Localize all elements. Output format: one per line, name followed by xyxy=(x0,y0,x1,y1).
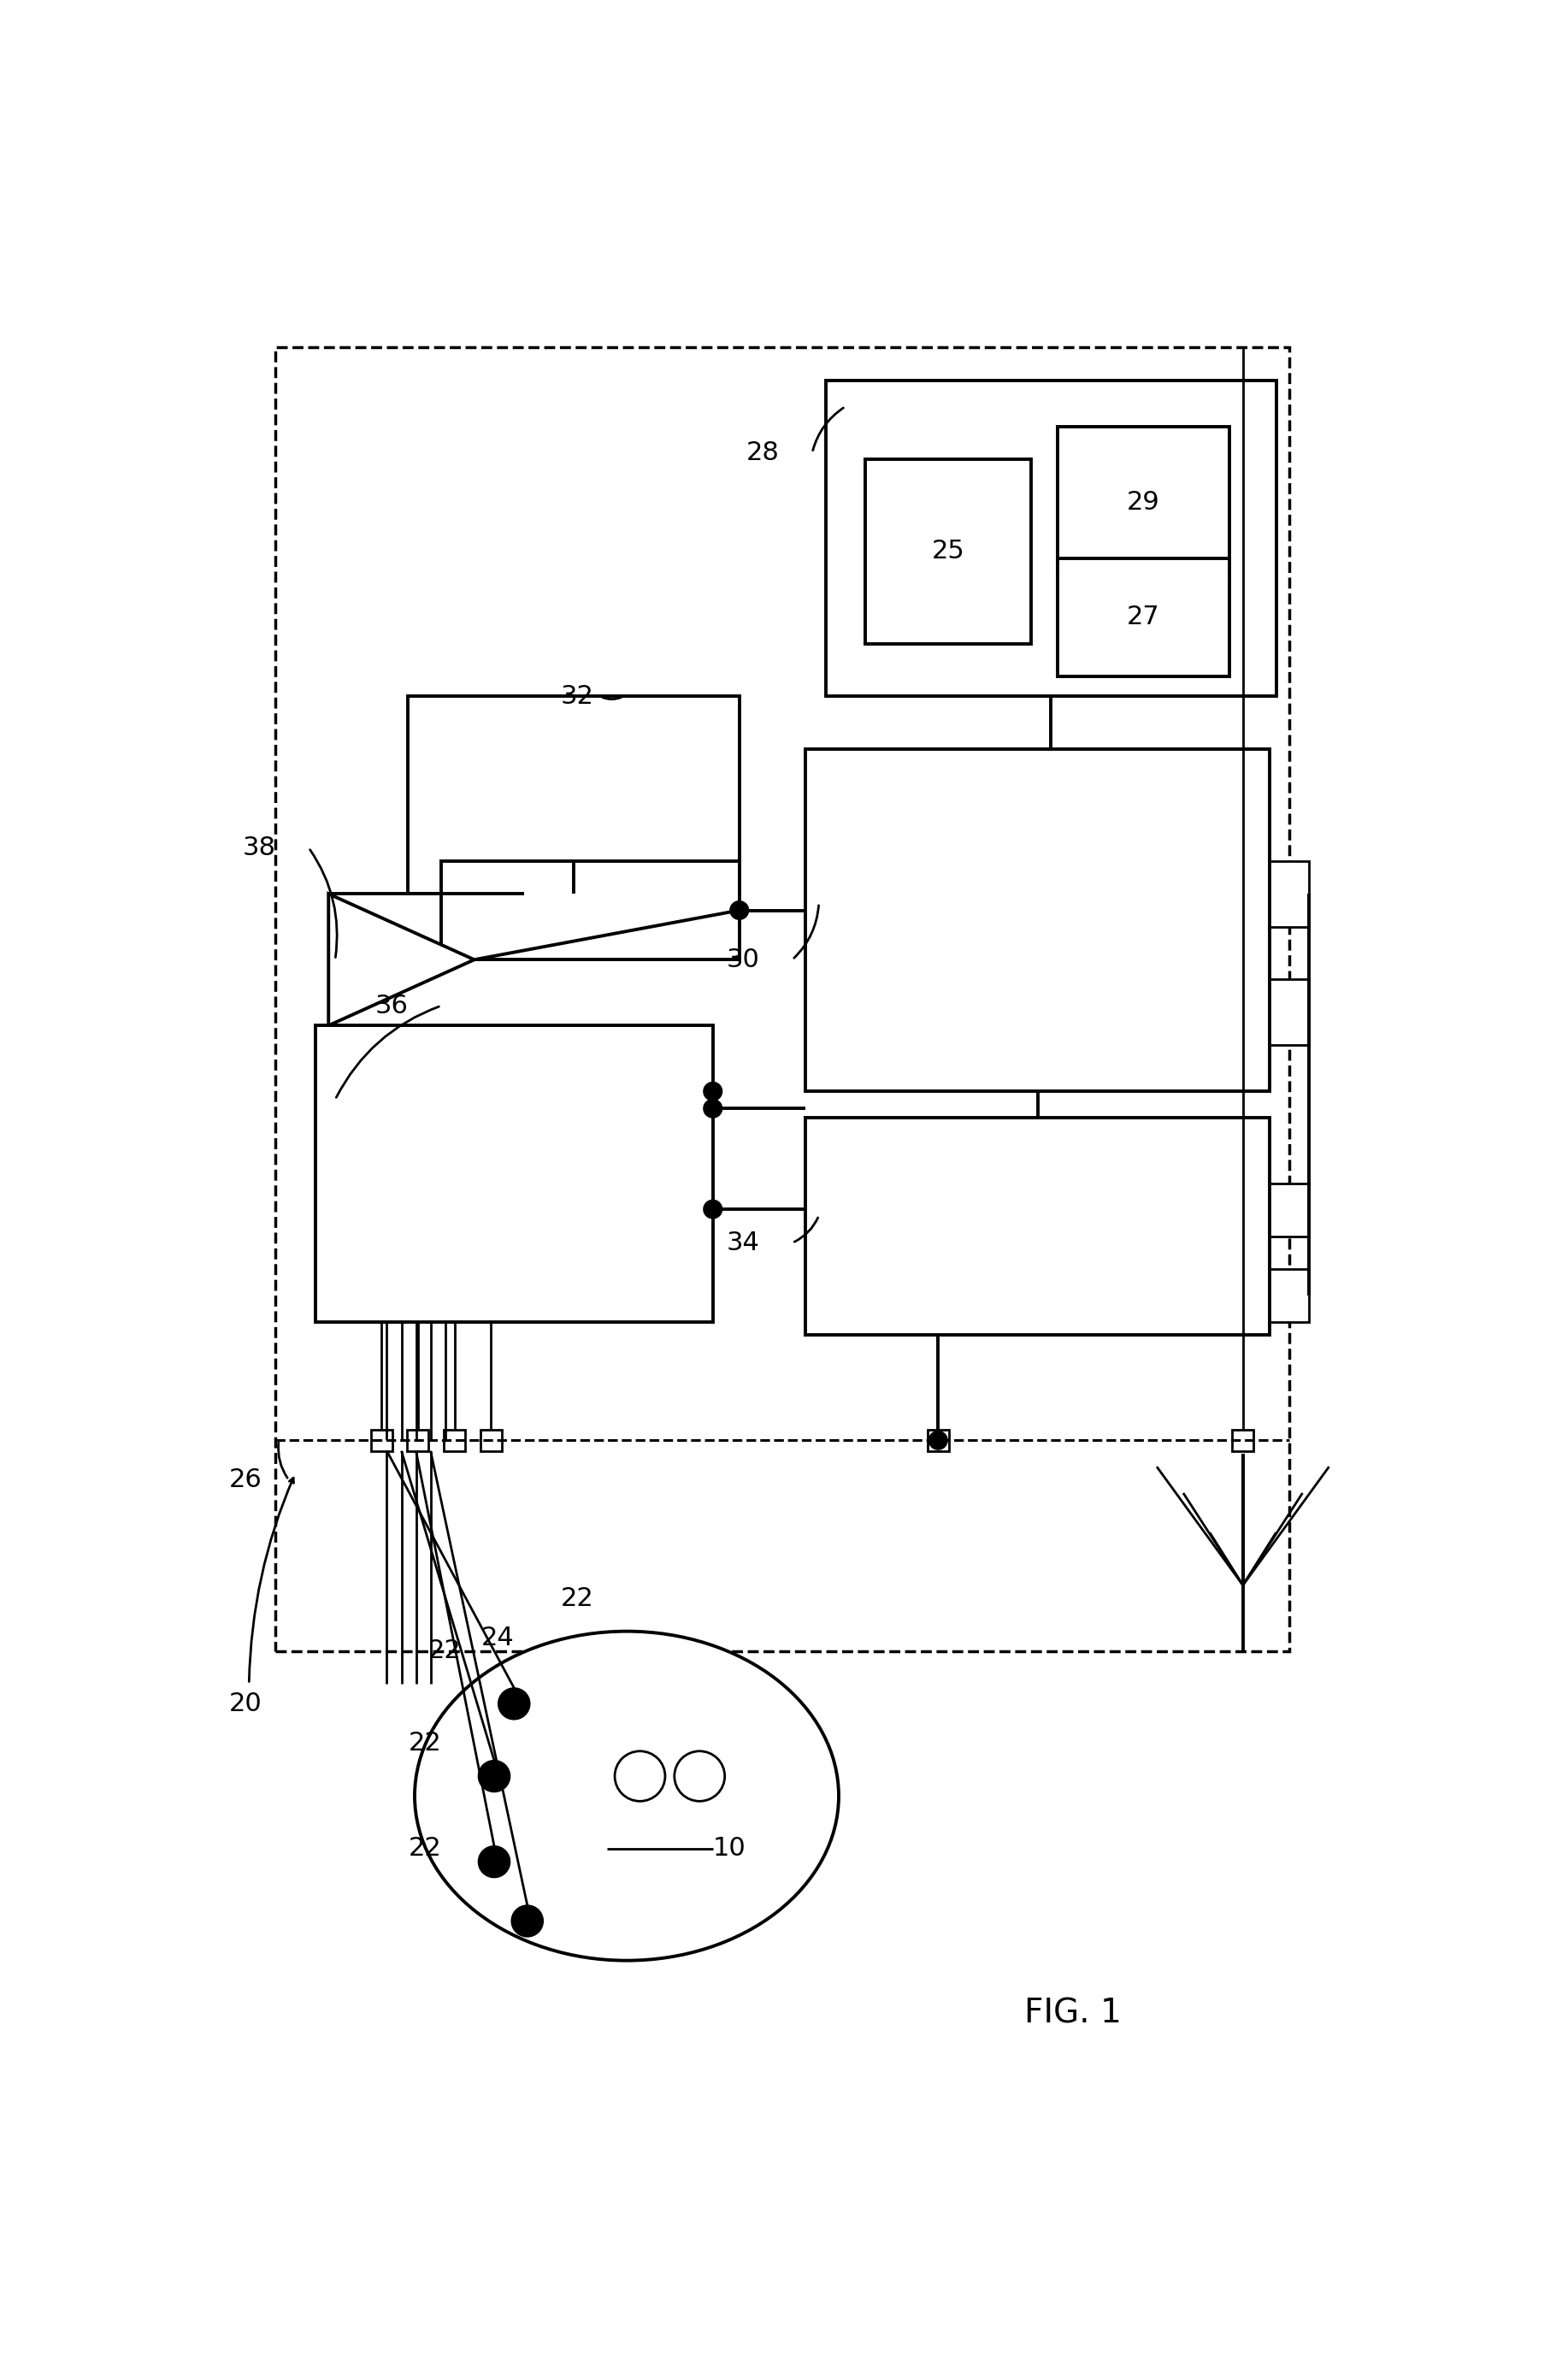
Text: 36: 36 xyxy=(375,994,408,1018)
Circle shape xyxy=(615,1751,665,1801)
Bar xyxy=(1270,980,1309,1044)
Bar xyxy=(408,1431,428,1450)
Text: 25: 25 xyxy=(931,539,964,565)
Text: 27: 27 xyxy=(1127,605,1160,629)
Ellipse shape xyxy=(414,1630,839,1960)
Circle shape xyxy=(704,1201,723,1217)
Bar xyxy=(1232,1431,1253,1450)
Circle shape xyxy=(478,1846,510,1877)
Circle shape xyxy=(511,1906,543,1936)
Bar xyxy=(372,1431,392,1450)
Bar xyxy=(315,1025,713,1322)
Text: 22: 22 xyxy=(408,1837,441,1860)
Bar xyxy=(866,460,1030,643)
Bar xyxy=(480,1431,502,1450)
Text: 22: 22 xyxy=(408,1730,441,1756)
Text: 30: 30 xyxy=(726,947,759,973)
Bar xyxy=(806,1118,1270,1336)
Bar xyxy=(1270,861,1309,928)
Circle shape xyxy=(478,1761,510,1792)
Text: 22: 22 xyxy=(428,1640,461,1663)
Circle shape xyxy=(674,1751,724,1801)
Text: 34: 34 xyxy=(726,1232,759,1255)
Text: 24: 24 xyxy=(481,1626,514,1649)
Bar xyxy=(1270,1270,1309,1322)
Text: 10: 10 xyxy=(713,1837,746,1860)
Bar xyxy=(806,750,1270,1092)
Circle shape xyxy=(499,1687,530,1720)
Circle shape xyxy=(704,1099,723,1118)
Bar xyxy=(825,380,1276,695)
Circle shape xyxy=(704,1082,723,1101)
Bar xyxy=(276,346,1289,1652)
Bar xyxy=(408,695,740,895)
Bar xyxy=(928,1431,949,1450)
Text: 38: 38 xyxy=(241,835,276,859)
Bar xyxy=(1057,427,1229,577)
Text: 20: 20 xyxy=(229,1692,262,1716)
Text: 29: 29 xyxy=(1127,489,1160,515)
Bar xyxy=(1057,558,1229,676)
Text: FIG. 1: FIG. 1 xyxy=(1024,1998,1121,2029)
Circle shape xyxy=(731,902,748,918)
Bar xyxy=(444,1431,466,1450)
Text: 32: 32 xyxy=(560,683,594,710)
Circle shape xyxy=(928,1431,947,1450)
Polygon shape xyxy=(329,895,474,1025)
Bar xyxy=(1270,1184,1309,1236)
Text: 26: 26 xyxy=(229,1467,262,1493)
Text: 22: 22 xyxy=(560,1585,594,1611)
Bar xyxy=(441,861,740,959)
Text: 28: 28 xyxy=(746,441,779,465)
